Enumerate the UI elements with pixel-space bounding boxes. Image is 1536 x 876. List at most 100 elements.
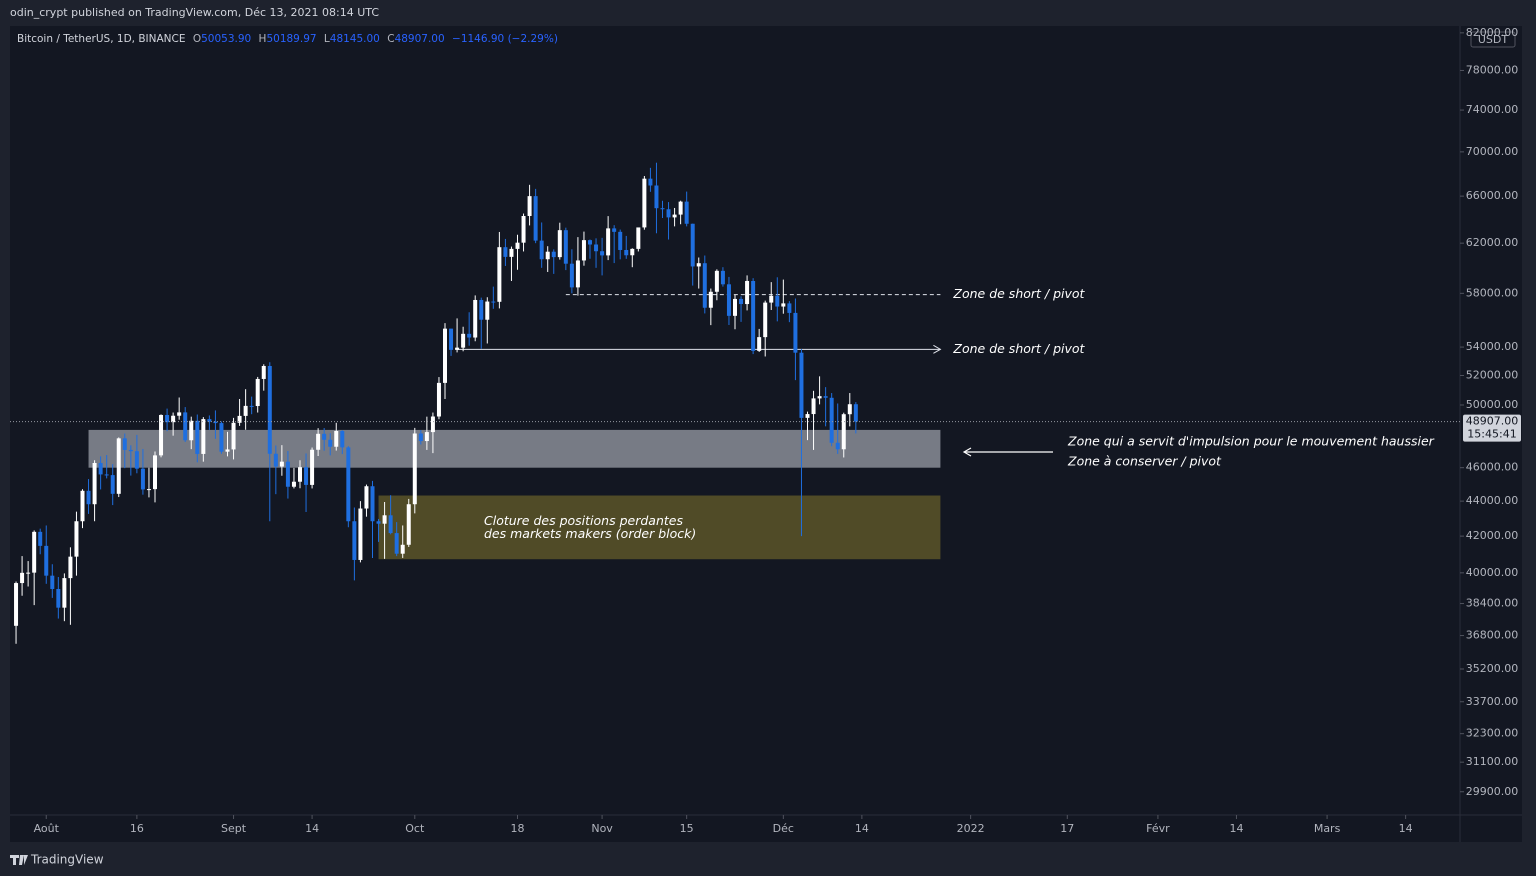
candle-body <box>68 556 73 579</box>
level-label: Zone de short / pivot <box>952 286 1085 301</box>
candle-body <box>412 433 417 505</box>
candle-body <box>575 260 580 288</box>
candle-body <box>116 438 121 494</box>
candle-body <box>80 490 85 522</box>
candle-body <box>153 455 157 490</box>
candle-body <box>654 185 659 209</box>
zone-label: Cloture des positions perdantes <box>484 513 683 528</box>
candle-body <box>569 263 574 288</box>
candle-body <box>26 572 31 574</box>
candle-body <box>648 178 653 186</box>
candle-body <box>255 378 260 407</box>
legend-key: H <box>259 33 267 45</box>
candle-body <box>805 414 810 418</box>
candle-body <box>291 481 296 487</box>
candle-body <box>449 328 454 350</box>
candle-body <box>485 301 490 320</box>
x-tick-label: 16 <box>130 822 144 835</box>
x-tick-label: Août <box>34 822 60 835</box>
candle-body <box>509 248 514 257</box>
y-tick-label: 29900.00 <box>1466 785 1519 798</box>
brand: TradingView <box>30 853 104 867</box>
candle-body <box>612 228 617 232</box>
unit-badge <box>1470 31 1516 48</box>
candle-body <box>847 404 852 415</box>
candle-body <box>817 396 822 399</box>
candle-body <box>751 280 756 351</box>
y-tick-label: 36800.00 <box>1466 629 1519 642</box>
candle-body <box>720 270 725 285</box>
candle-body <box>527 196 532 216</box>
legend: Bitcoin / TetherUS, 1D, BINANCE O50053.9… <box>17 33 558 45</box>
candle-body <box>606 228 611 256</box>
countdown: 15:45:41 <box>1467 428 1516 441</box>
y-tick-label: 82000.00 <box>1466 26 1519 39</box>
candle-body <box>189 420 194 441</box>
candle-body <box>763 302 768 338</box>
candle-body <box>563 230 568 264</box>
x-tick-label: Mars <box>1314 822 1341 835</box>
candle-body <box>672 214 677 218</box>
candle-body <box>104 474 109 476</box>
candle-body <box>708 291 713 308</box>
legend-key: O <box>193 33 201 45</box>
candle-body <box>497 247 502 302</box>
candle-body <box>841 414 846 450</box>
candle-body <box>370 486 375 522</box>
candle-body <box>310 449 315 485</box>
legend-change: −1146.90 (−2.29%) <box>452 33 558 45</box>
candle-body <box>443 328 447 383</box>
candle-body <box>461 333 466 348</box>
candle-body <box>219 423 224 452</box>
candle-body <box>364 486 369 509</box>
candle-body <box>213 421 218 424</box>
candle-body <box>436 382 441 417</box>
candle-body <box>666 209 671 218</box>
legend-value: 50189.97 <box>266 33 316 45</box>
y-tick-label: 31100.00 <box>1466 755 1519 768</box>
candle-body <box>745 280 750 305</box>
candle-body <box>128 449 133 452</box>
candle-body <box>455 347 460 350</box>
candle-body <box>273 453 278 467</box>
candle-body <box>146 489 151 491</box>
candle-body <box>684 201 689 224</box>
candle-body <box>618 231 623 250</box>
candle-body <box>769 295 774 303</box>
y-tick-label: 42000.00 <box>1466 529 1519 542</box>
candle-body <box>243 405 248 416</box>
candle-body <box>298 467 302 482</box>
x-tick-label: 14 <box>305 822 319 835</box>
candle-body <box>32 531 37 573</box>
candle-body <box>473 299 478 338</box>
candle-body <box>853 404 858 422</box>
candle-body <box>787 303 792 313</box>
note: Zone à conserver / pivot <box>1067 454 1222 469</box>
candle-body <box>225 449 230 452</box>
candle-body <box>50 575 55 589</box>
candle-body <box>340 430 345 448</box>
last-price-box <box>1463 414 1521 442</box>
candle-body <box>551 251 556 258</box>
legend-key: L <box>324 33 330 45</box>
x-tick-label: 14 <box>1229 822 1243 835</box>
x-tick-label: 14 <box>855 822 869 835</box>
candle-body <box>267 365 272 454</box>
candle-body <box>714 270 719 292</box>
candle-body <box>328 439 333 447</box>
candle-body <box>829 397 834 443</box>
candle-body <box>781 303 786 307</box>
candle-body <box>316 433 321 450</box>
candle-body <box>110 475 115 494</box>
candle-body <box>594 244 599 252</box>
y-tick-label: 44000.00 <box>1466 494 1519 507</box>
y-tick-label: 62000.00 <box>1466 236 1519 249</box>
candle-body <box>793 312 798 353</box>
candle-body <box>86 490 91 505</box>
candle-body <box>376 521 381 524</box>
candle-body <box>642 178 647 228</box>
candle-body <box>358 508 363 560</box>
note: Zone qui a servit d'impulsion pour le mo… <box>1067 434 1435 449</box>
y-tick-label: 66000.00 <box>1466 189 1519 202</box>
